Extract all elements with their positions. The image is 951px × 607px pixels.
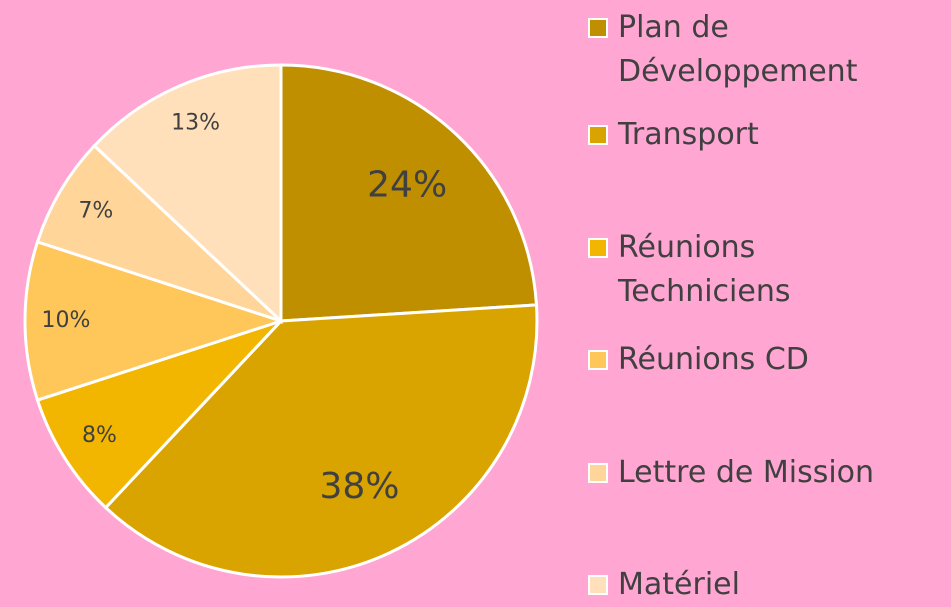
legend-label: Plan de Développement (618, 10, 858, 89)
legend-label: Matériel (618, 567, 740, 602)
legend-entry: Réunions Techniciens (588, 226, 928, 314)
legend-swatch (588, 575, 608, 595)
pie-slice (35, 143, 283, 323)
legend-swatch (588, 350, 608, 370)
legend-entry: Matériel (588, 563, 928, 607)
legend-swatch (588, 238, 608, 258)
legend-swatch (588, 18, 608, 38)
legend-label: Réunions Techniciens (618, 230, 791, 309)
legend-entry: Réunions CD (588, 338, 928, 382)
data-label: 8% (82, 423, 117, 448)
data-label: 24% (367, 165, 447, 206)
pie-slice (23, 240, 286, 402)
legend-swatch (588, 463, 608, 483)
pie-slice (92, 63, 283, 325)
legend-label: Réunions CD (618, 342, 809, 377)
data-label: 10% (42, 308, 91, 333)
pie-slice (35, 319, 283, 510)
legend-label: Transport (618, 117, 759, 152)
data-label: 38% (319, 466, 399, 507)
legend-label: Lettre de Mission (618, 455, 875, 490)
legend-swatch (588, 125, 608, 145)
pie-slice (103, 303, 539, 579)
data-label: 7% (78, 199, 113, 224)
legend-entry: Transport (588, 113, 928, 157)
pie-slice (279, 63, 539, 323)
legend-entry: Lettre de Mission (588, 451, 928, 495)
data-label: 13% (171, 111, 220, 136)
legend-entry: Plan de Développement (588, 6, 928, 94)
